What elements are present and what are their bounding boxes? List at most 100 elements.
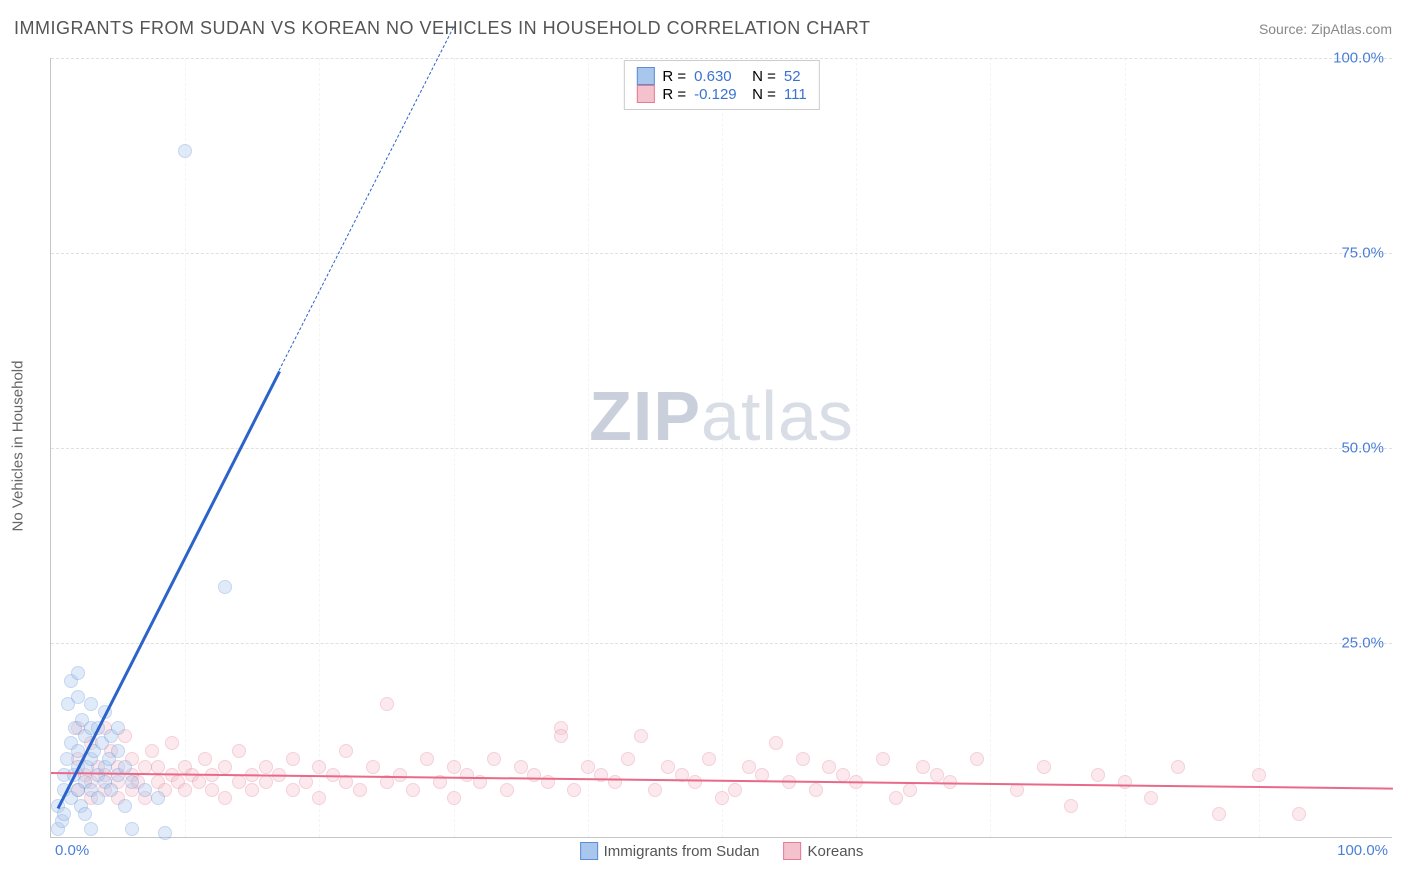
data-point: [125, 775, 139, 789]
grid-line-v: [319, 58, 320, 837]
data-point: [742, 760, 756, 774]
n-label: N =: [752, 68, 776, 85]
grid-line-v: [990, 58, 991, 837]
data-point: [393, 768, 407, 782]
data-point: [312, 760, 326, 774]
data-point: [889, 791, 903, 805]
title-bar: IMMIGRANTS FROM SUDAN VS KOREAN NO VEHIC…: [14, 18, 1392, 39]
data-point: [339, 744, 353, 758]
grid-line-v: [454, 58, 455, 837]
data-point: [78, 807, 92, 821]
data-point: [218, 580, 232, 594]
r-value-koreans: -0.129: [694, 86, 744, 103]
data-point: [145, 744, 159, 758]
data-point: [728, 783, 742, 797]
data-point: [232, 744, 246, 758]
data-point: [621, 752, 635, 766]
data-point: [138, 760, 152, 774]
y-axis-label: No Vehicles in Household: [10, 361, 27, 532]
source-label: Source: ZipAtlas.com: [1259, 21, 1392, 37]
data-point: [218, 760, 232, 774]
watermark-light: atlas: [701, 377, 854, 455]
data-point: [366, 760, 380, 774]
r-label: R =: [662, 86, 686, 103]
data-point: [460, 768, 474, 782]
data-point: [1252, 768, 1266, 782]
data-point: [1091, 768, 1105, 782]
data-point: [259, 760, 273, 774]
data-point: [71, 666, 85, 680]
data-point: [111, 721, 125, 735]
trend-line: [279, 27, 454, 371]
data-point: [165, 736, 179, 750]
data-point: [299, 775, 313, 789]
data-point: [1212, 807, 1226, 821]
data-point: [487, 752, 501, 766]
data-point: [218, 791, 232, 805]
data-point: [581, 760, 595, 774]
data-point: [702, 752, 716, 766]
legend-swatch-koreans-icon: [784, 842, 802, 860]
data-point: [554, 729, 568, 743]
legend-row-1: R = -0.129 N = 111: [636, 85, 806, 103]
data-point: [353, 783, 367, 797]
legend-swatch-koreans: [636, 85, 654, 103]
data-point: [232, 775, 246, 789]
data-point: [286, 783, 300, 797]
y-tick-label: 75.0%: [1341, 245, 1384, 262]
data-point: [406, 783, 420, 797]
data-point: [822, 760, 836, 774]
data-point: [447, 791, 461, 805]
data-point: [118, 760, 132, 774]
r-label: R =: [662, 68, 686, 85]
data-point: [84, 697, 98, 711]
data-point: [111, 744, 125, 758]
data-point: [151, 760, 165, 774]
data-point: [1292, 807, 1306, 821]
data-point: [1037, 760, 1051, 774]
grid-line-v: [1125, 58, 1126, 837]
legend-swatch-sudan-icon: [580, 842, 598, 860]
legend-item-koreans: Koreans: [784, 842, 864, 860]
data-point: [178, 783, 192, 797]
data-point: [104, 783, 118, 797]
r-value-sudan: 0.630: [694, 68, 744, 85]
n-value-koreans: 111: [784, 86, 807, 103]
data-point: [84, 822, 98, 836]
scatter-plot-area: ZIPatlas R = 0.630 N = 52 R = -0.129 N =…: [50, 58, 1392, 838]
watermark-bold: ZIP: [589, 377, 701, 455]
data-point: [1144, 791, 1158, 805]
data-point: [916, 760, 930, 774]
data-point: [1118, 775, 1132, 789]
data-point: [380, 697, 394, 711]
legend-label-sudan: Immigrants from Sudan: [604, 843, 760, 860]
grid-line-v: [185, 58, 186, 837]
data-point: [715, 791, 729, 805]
data-point: [796, 752, 810, 766]
data-point: [312, 791, 326, 805]
grid-line-v: [1259, 58, 1260, 837]
data-point: [192, 775, 206, 789]
data-point: [1064, 799, 1078, 813]
data-point: [688, 775, 702, 789]
data-point: [769, 736, 783, 750]
data-point: [1171, 760, 1185, 774]
data-point: [447, 760, 461, 774]
data-point: [91, 791, 105, 805]
x-tick-100: 100.0%: [1337, 842, 1388, 859]
chart-title: IMMIGRANTS FROM SUDAN VS KOREAN NO VEHIC…: [14, 18, 870, 39]
correlation-legend: R = 0.630 N = 52 R = -0.129 N = 111: [623, 60, 819, 110]
data-point: [648, 783, 662, 797]
data-point: [118, 799, 132, 813]
n-value-sudan: 52: [784, 68, 801, 85]
data-point: [245, 783, 259, 797]
data-point: [500, 783, 514, 797]
legend-item-sudan: Immigrants from Sudan: [580, 842, 760, 860]
data-point: [205, 783, 219, 797]
data-point: [661, 760, 675, 774]
data-point: [178, 144, 192, 158]
grid-line-v: [722, 58, 723, 837]
data-point: [903, 783, 917, 797]
data-point: [71, 690, 85, 704]
n-label: N =: [752, 86, 776, 103]
